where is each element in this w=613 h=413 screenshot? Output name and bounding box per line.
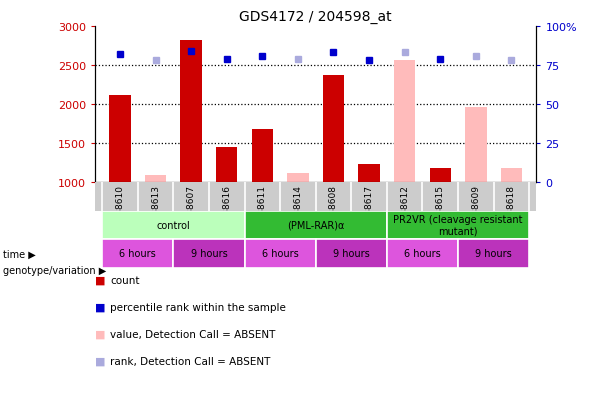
Text: percentile rank within the sample: percentile rank within the sample	[110, 302, 286, 312]
Bar	[180, 41, 202, 183]
Text: genotype/variation ▶: genotype/variation ▶	[3, 266, 106, 275]
Bar	[465, 108, 487, 183]
Text: value, Detection Call = ABSENT: value, Detection Call = ABSENT	[110, 329, 276, 339]
Bar	[430, 169, 451, 183]
Text: GSM538617: GSM538617	[365, 184, 373, 239]
Text: ■: ■	[95, 329, 105, 339]
Text: ■: ■	[95, 302, 105, 312]
Text: ■: ■	[95, 275, 105, 285]
Text: GSM538611: GSM538611	[258, 184, 267, 239]
Bar	[387, 211, 529, 240]
Bar	[216, 148, 237, 183]
Text: GSM538618: GSM538618	[507, 184, 516, 239]
Text: GSM538615: GSM538615	[436, 184, 445, 239]
Bar	[109, 95, 131, 183]
Text: 9 hours: 9 hours	[191, 249, 227, 259]
Text: time ▶: time ▶	[3, 249, 36, 259]
Text: GSM538612: GSM538612	[400, 184, 409, 239]
Bar	[102, 211, 245, 240]
Text: 9 hours: 9 hours	[475, 249, 512, 259]
Text: (PML-RAR)α: (PML-RAR)α	[287, 221, 345, 230]
Text: GSM538608: GSM538608	[329, 184, 338, 239]
Text: GSM538616: GSM538616	[222, 184, 231, 239]
Bar	[251, 130, 273, 183]
Text: GSM538614: GSM538614	[294, 184, 302, 239]
Text: GSM538613: GSM538613	[151, 184, 160, 239]
Title: GDS4172 / 204598_at: GDS4172 / 204598_at	[240, 10, 392, 24]
Bar	[359, 164, 380, 183]
Text: GSM538609: GSM538609	[471, 184, 481, 239]
Bar	[394, 61, 416, 183]
Text: control: control	[156, 221, 190, 230]
Bar	[245, 211, 387, 240]
Text: ■: ■	[95, 356, 105, 366]
Text: 6 hours: 6 hours	[120, 249, 156, 259]
Bar	[501, 169, 522, 183]
Bar	[287, 173, 308, 183]
Text: 6 hours: 6 hours	[262, 249, 299, 259]
Text: rank, Detection Call = ABSENT: rank, Detection Call = ABSENT	[110, 356, 271, 366]
Text: GSM538610: GSM538610	[115, 184, 124, 239]
Text: 9 hours: 9 hours	[333, 249, 370, 259]
Text: 6 hours: 6 hours	[404, 249, 441, 259]
Text: PR2VR (cleavage resistant
mutant): PR2VR (cleavage resistant mutant)	[394, 215, 523, 236]
Text: GSM538607: GSM538607	[186, 184, 196, 239]
Bar	[323, 76, 344, 183]
Bar	[145, 176, 166, 183]
Text: count: count	[110, 275, 140, 285]
